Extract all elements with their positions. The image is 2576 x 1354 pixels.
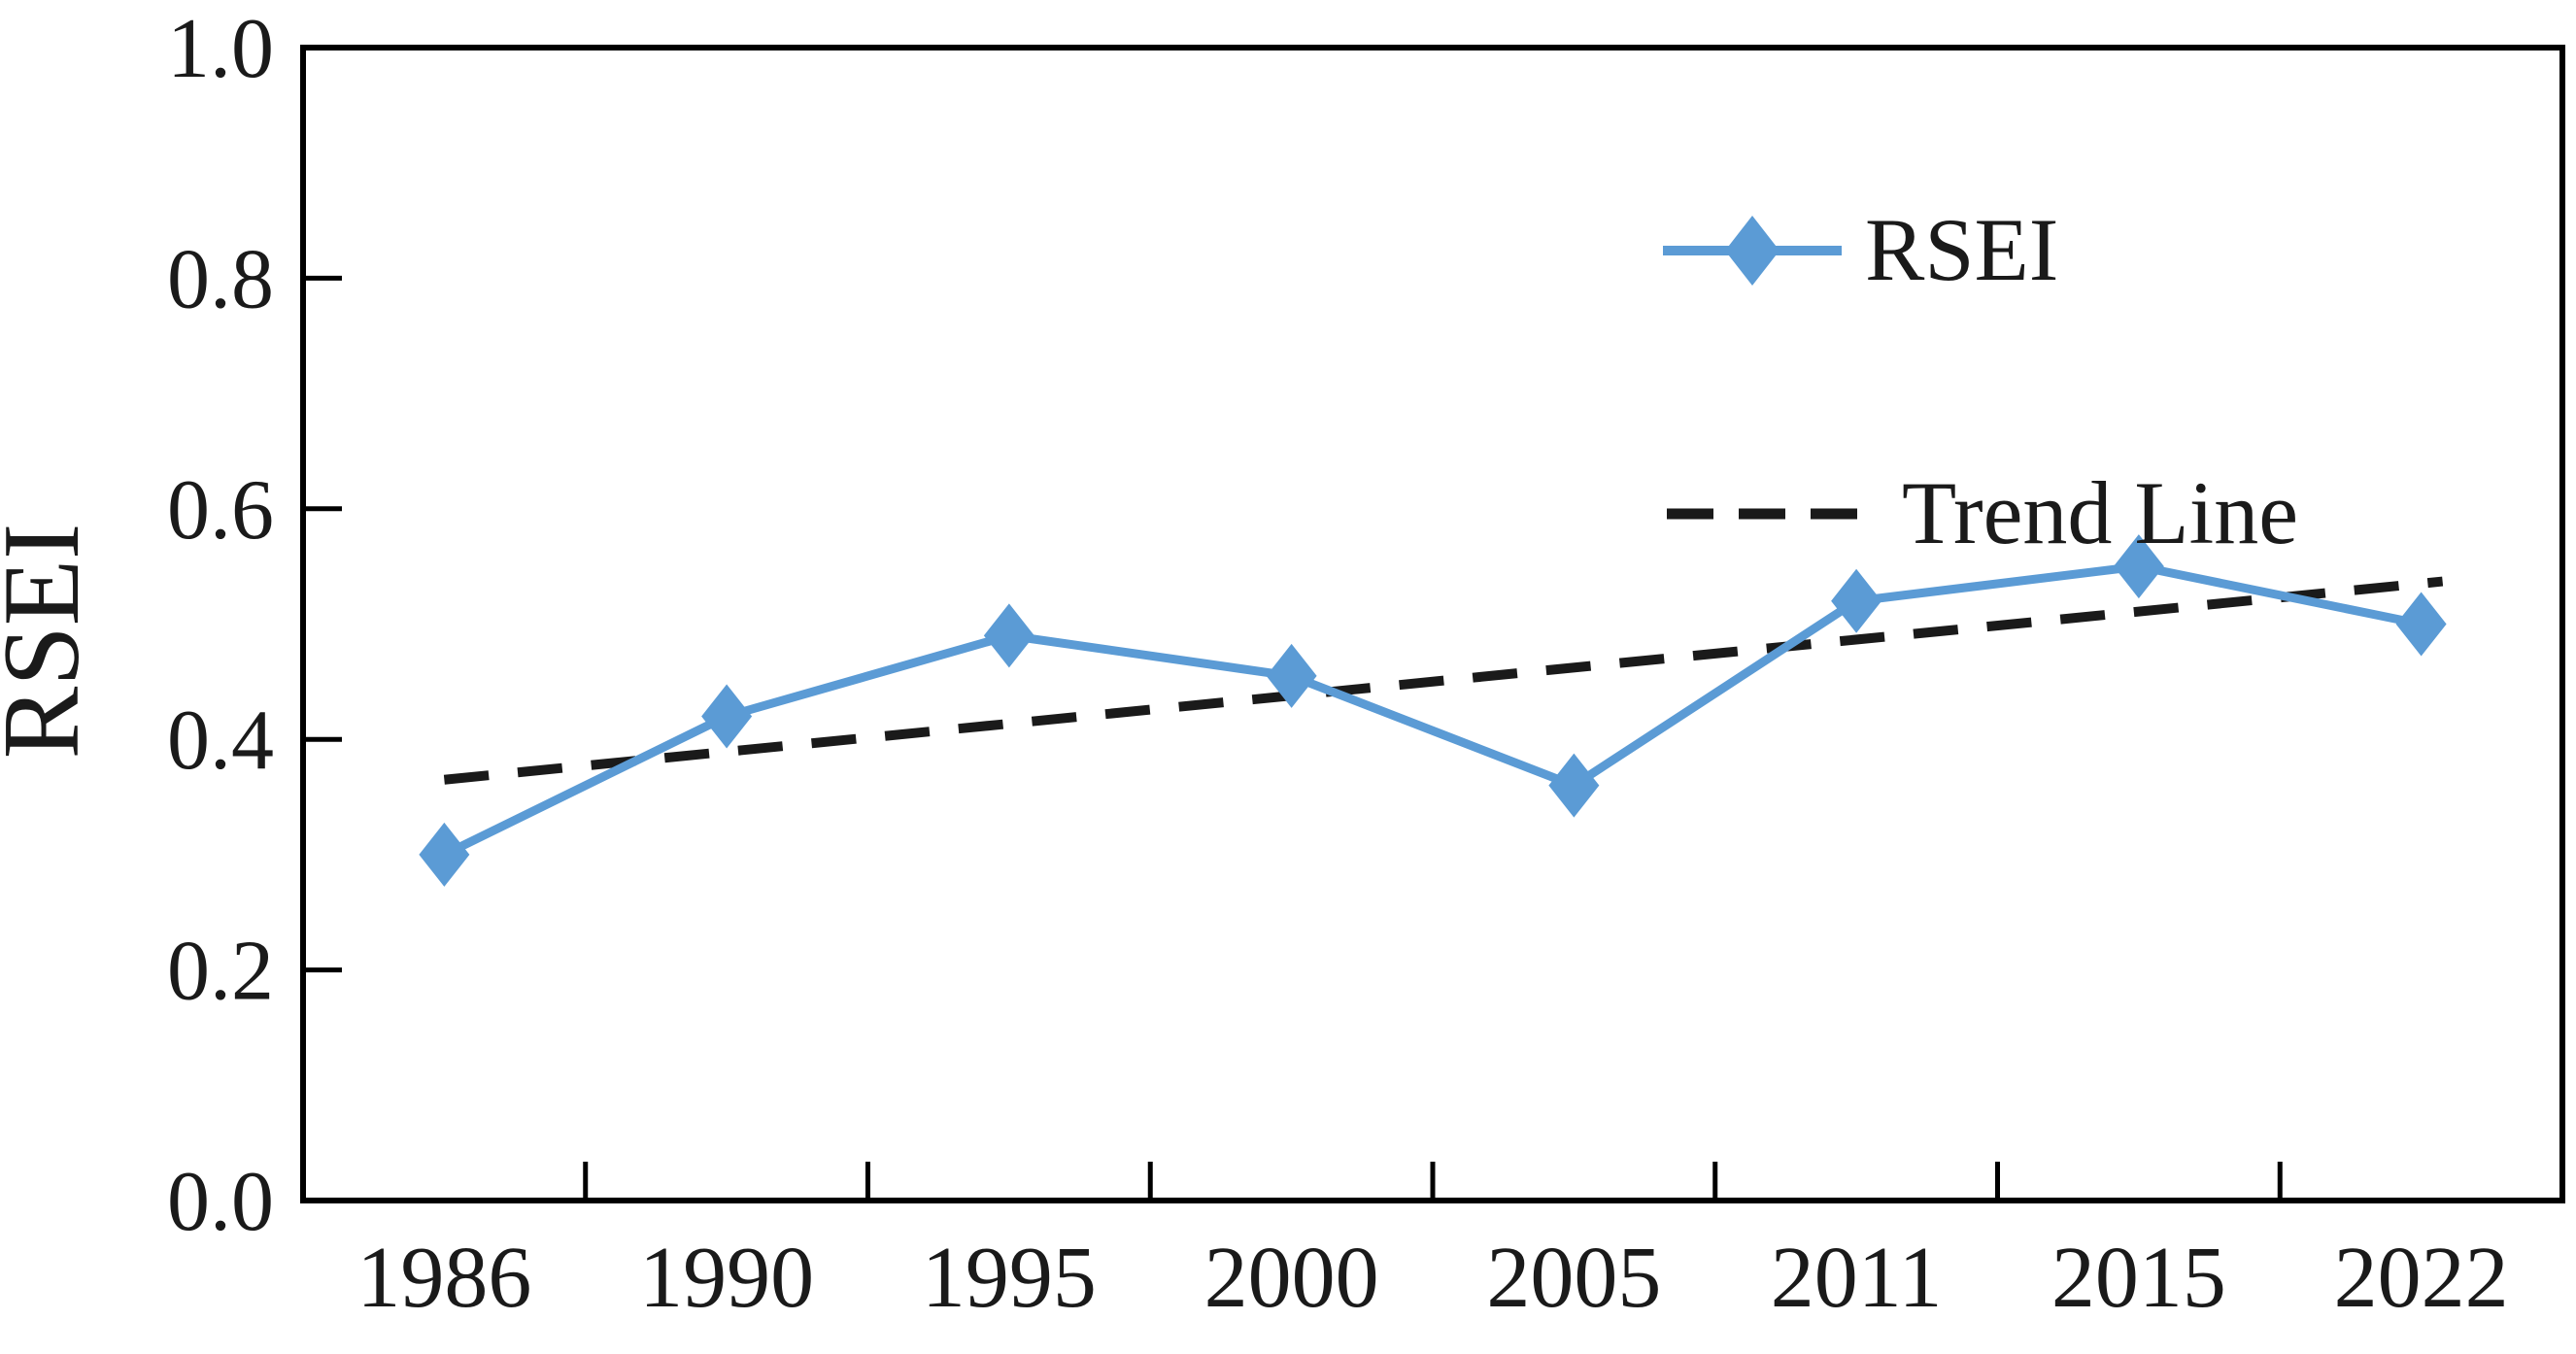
y-axis-title: RSEI — [0, 524, 102, 760]
legend-trend-label: Trend Line — [1902, 463, 2298, 562]
x-tick-label: 1986 — [356, 1230, 531, 1326]
plot-frame — [300, 45, 2565, 1203]
rsei-marker-2011 — [1831, 568, 1882, 633]
x-tick-label: 1995 — [922, 1230, 1097, 1326]
x-tick-label: 2015 — [2051, 1230, 2226, 1326]
x-tick-label: 2022 — [2334, 1230, 2509, 1326]
y-tick-label: 1.0 — [167, 2, 274, 96]
rsei-marker-1995 — [983, 603, 1034, 668]
y-tick-label: 0.4 — [167, 694, 274, 788]
rsei-marker-1990 — [701, 684, 753, 749]
rsei-marker-2005 — [1548, 753, 1600, 818]
rsei-marker-2000 — [1266, 643, 1317, 708]
trend-line — [443, 576, 2444, 785]
y-tick-label: 0.6 — [167, 463, 274, 558]
y-tick-label: 0.2 — [167, 925, 274, 1019]
rsei-marker-2015 — [2113, 534, 2164, 599]
x-tick-label: 2005 — [1486, 1230, 1661, 1326]
rsei-marker-2022 — [2395, 592, 2447, 657]
y-tick-label: 0.0 — [167, 1155, 274, 1249]
legend-rsei-marker — [1725, 216, 1779, 286]
x-tick-label: 2000 — [1204, 1230, 1379, 1326]
rsei-series-line — [439, 561, 2426, 860]
x-tick-label: 1990 — [639, 1230, 814, 1326]
rsei-marker-1986 — [419, 822, 470, 887]
legend-rsei-label: RSEI — [1865, 200, 2058, 299]
x-tick-label: 2011 — [1771, 1230, 1943, 1326]
y-tick-label: 0.8 — [167, 232, 274, 326]
